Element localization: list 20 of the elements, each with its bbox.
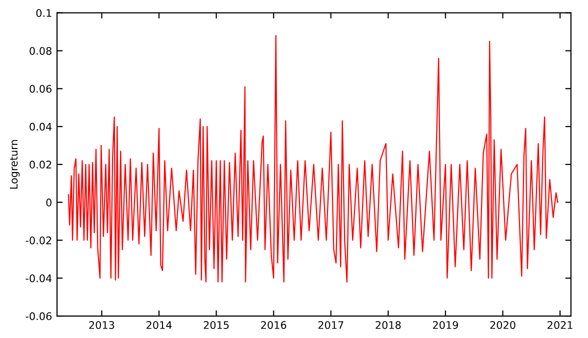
x-tick-label: 2013 [89,321,114,329]
y-tick-label: 0 [46,198,52,206]
y-tick-label: -0.06 [26,312,52,320]
y-tick-label: 0.06 [30,84,52,93]
y-tick-label: -0.02 [26,236,52,244]
x-tick-label: 2015 [204,321,229,329]
y-tick-label: 0.1 [36,9,52,17]
y-axis-title: Logreturn [10,140,20,189]
x-tick-label: 2016 [261,321,286,329]
x-tick-label: 2017 [318,321,344,329]
y-tick-label: -0.04 [26,274,52,282]
y-tick-label: 0.08 [30,46,52,55]
x-tick-label: 2021 [548,321,572,329]
line-series [68,35,558,282]
x-tick-label: 2019 [432,321,458,329]
y-tick-label: 0.04 [30,122,52,131]
x-tick-label: 2018 [376,321,401,329]
x-tick-label: 2014 [146,321,172,329]
x-tick-label: 2020 [490,321,516,329]
y-tick-label: 0.02 [30,160,52,169]
